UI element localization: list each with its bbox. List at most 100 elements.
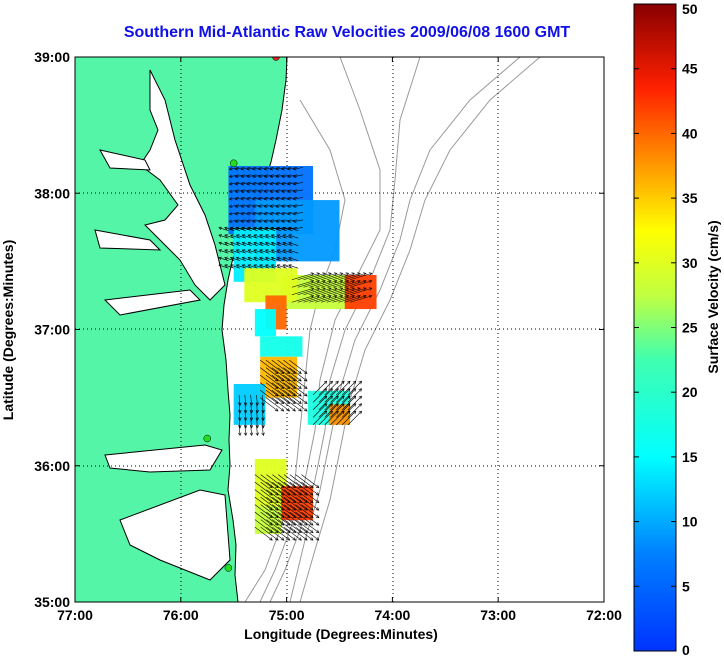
- velocity-cell: [260, 336, 303, 357]
- velocity-vector-head: [345, 287, 350, 291]
- velocity-vector: [301, 481, 319, 496]
- velocity-vector: [288, 227, 299, 232]
- velocity-vector-head: [286, 167, 291, 171]
- velocity-vector-head: [322, 272, 326, 276]
- velocity-vector-head: [249, 417, 254, 422]
- velocity-vector-head: [315, 537, 320, 541]
- velocity-vector: [288, 242, 299, 246]
- velocity-vector-head: [263, 189, 268, 193]
- pamlico-sound: [119, 489, 231, 581]
- velocity-vector: [242, 257, 252, 261]
- velocity-vector: [266, 504, 285, 518]
- velocity-vector-head: [281, 219, 285, 223]
- colorbar-tick-label: 15: [682, 449, 698, 465]
- velocity-vector-head: [368, 294, 373, 299]
- velocity-vector: [326, 280, 349, 288]
- velocity-vector-head: [358, 395, 363, 400]
- velocity-vector: [289, 519, 308, 533]
- velocity-vector: [301, 496, 319, 511]
- bathymetry-contours: [244, 57, 541, 602]
- velocity-vector-head: [292, 204, 297, 208]
- velocity-vector: [289, 481, 308, 496]
- velocity-vector-head: [282, 249, 286, 253]
- velocity-vector: [283, 496, 302, 511]
- velocity-vector: [330, 381, 345, 396]
- velocity-vector: [330, 396, 345, 411]
- velocity-vector-head: [243, 417, 248, 422]
- velocity-vector: [253, 227, 264, 232]
- velocity-vector: [341, 411, 357, 426]
- velocity-vector-head: [275, 197, 279, 201]
- velocity-vector-head: [292, 167, 297, 171]
- velocity-vector: [277, 359, 296, 374]
- velocity-vector: [247, 242, 258, 246]
- velocity-vector: [260, 526, 279, 541]
- velocity-vector-head: [252, 174, 256, 178]
- velocity-vector-head: [269, 197, 274, 201]
- velocity-vector: [265, 234, 276, 239]
- velocity-vector-head: [328, 287, 332, 291]
- velocity-vector: [230, 264, 241, 269]
- velocity-vector-head: [253, 226, 257, 230]
- velocity-vector-head: [269, 182, 274, 186]
- velocity-vector: [218, 249, 229, 254]
- velocity-vector-head: [351, 287, 355, 291]
- velocity-vector-head: [261, 425, 265, 429]
- velocity-vector: [272, 489, 290, 503]
- velocity-vectors: [218, 167, 373, 541]
- velocity-vector: [283, 389, 302, 404]
- velocity-vector: [266, 489, 285, 503]
- velocity-vector-head: [281, 197, 285, 201]
- velocity-vector: [224, 264, 235, 269]
- velocity-vector: [238, 394, 241, 406]
- velocity-vector: [247, 264, 258, 269]
- velocity-vector: [330, 411, 345, 426]
- velocity-vector-head: [240, 167, 244, 171]
- velocity-vector-head: [255, 402, 259, 407]
- albemarle-sound: [104, 444, 223, 473]
- velocity-vector: [282, 234, 293, 239]
- velocity-vector-head: [281, 174, 285, 178]
- velocity-vector-head: [240, 189, 244, 193]
- velocity-vector: [259, 397, 279, 412]
- velocity-vector: [336, 396, 351, 411]
- velocity-vector-head: [275, 219, 279, 223]
- velocity-vector-head: [259, 226, 263, 230]
- velocity-vector-head: [263, 174, 268, 178]
- velocity-vector-head: [247, 249, 252, 253]
- velocity-vector-head: [275, 212, 279, 216]
- velocity-vector-head: [286, 212, 291, 216]
- velocity-vector: [277, 496, 296, 511]
- velocity-vector: [230, 234, 241, 239]
- velocity-vector-head: [363, 287, 367, 291]
- velocity-vector: [250, 394, 252, 406]
- velocity-vector-head: [280, 537, 285, 541]
- velocity-vector: [312, 388, 327, 403]
- velocity-vector-head: [255, 425, 259, 429]
- velocity-vector-head: [264, 234, 269, 238]
- velocity-vector: [295, 496, 314, 511]
- velocity-vector: [301, 504, 319, 518]
- velocity-vector: [291, 295, 314, 303]
- velocity-vector: [293, 227, 304, 230]
- velocity-vector-head: [339, 279, 344, 284]
- velocity-vector: [347, 381, 362, 396]
- velocity-vector-head: [247, 241, 252, 245]
- velocity-vector: [289, 389, 308, 404]
- velocity-vector: [297, 295, 320, 303]
- velocity-vector-head: [228, 167, 233, 171]
- velocity-vector: [312, 411, 327, 426]
- velocity-vector: [282, 264, 293, 269]
- velocity-vector-head: [309, 484, 314, 489]
- velocity-vector-head: [249, 410, 254, 414]
- velocity-vector: [236, 257, 246, 261]
- velocity-vector-head: [357, 287, 361, 291]
- velocity-vector: [265, 242, 276, 246]
- velocity-vector: [277, 227, 287, 232]
- x-tick-label: 72:00: [586, 607, 622, 623]
- velocity-vector-head: [269, 219, 274, 223]
- velocity-vector-head: [286, 408, 291, 412]
- velocity-vector: [309, 295, 332, 303]
- velocity-vector: [277, 511, 296, 526]
- colorbar-tick-label: 30: [682, 255, 698, 271]
